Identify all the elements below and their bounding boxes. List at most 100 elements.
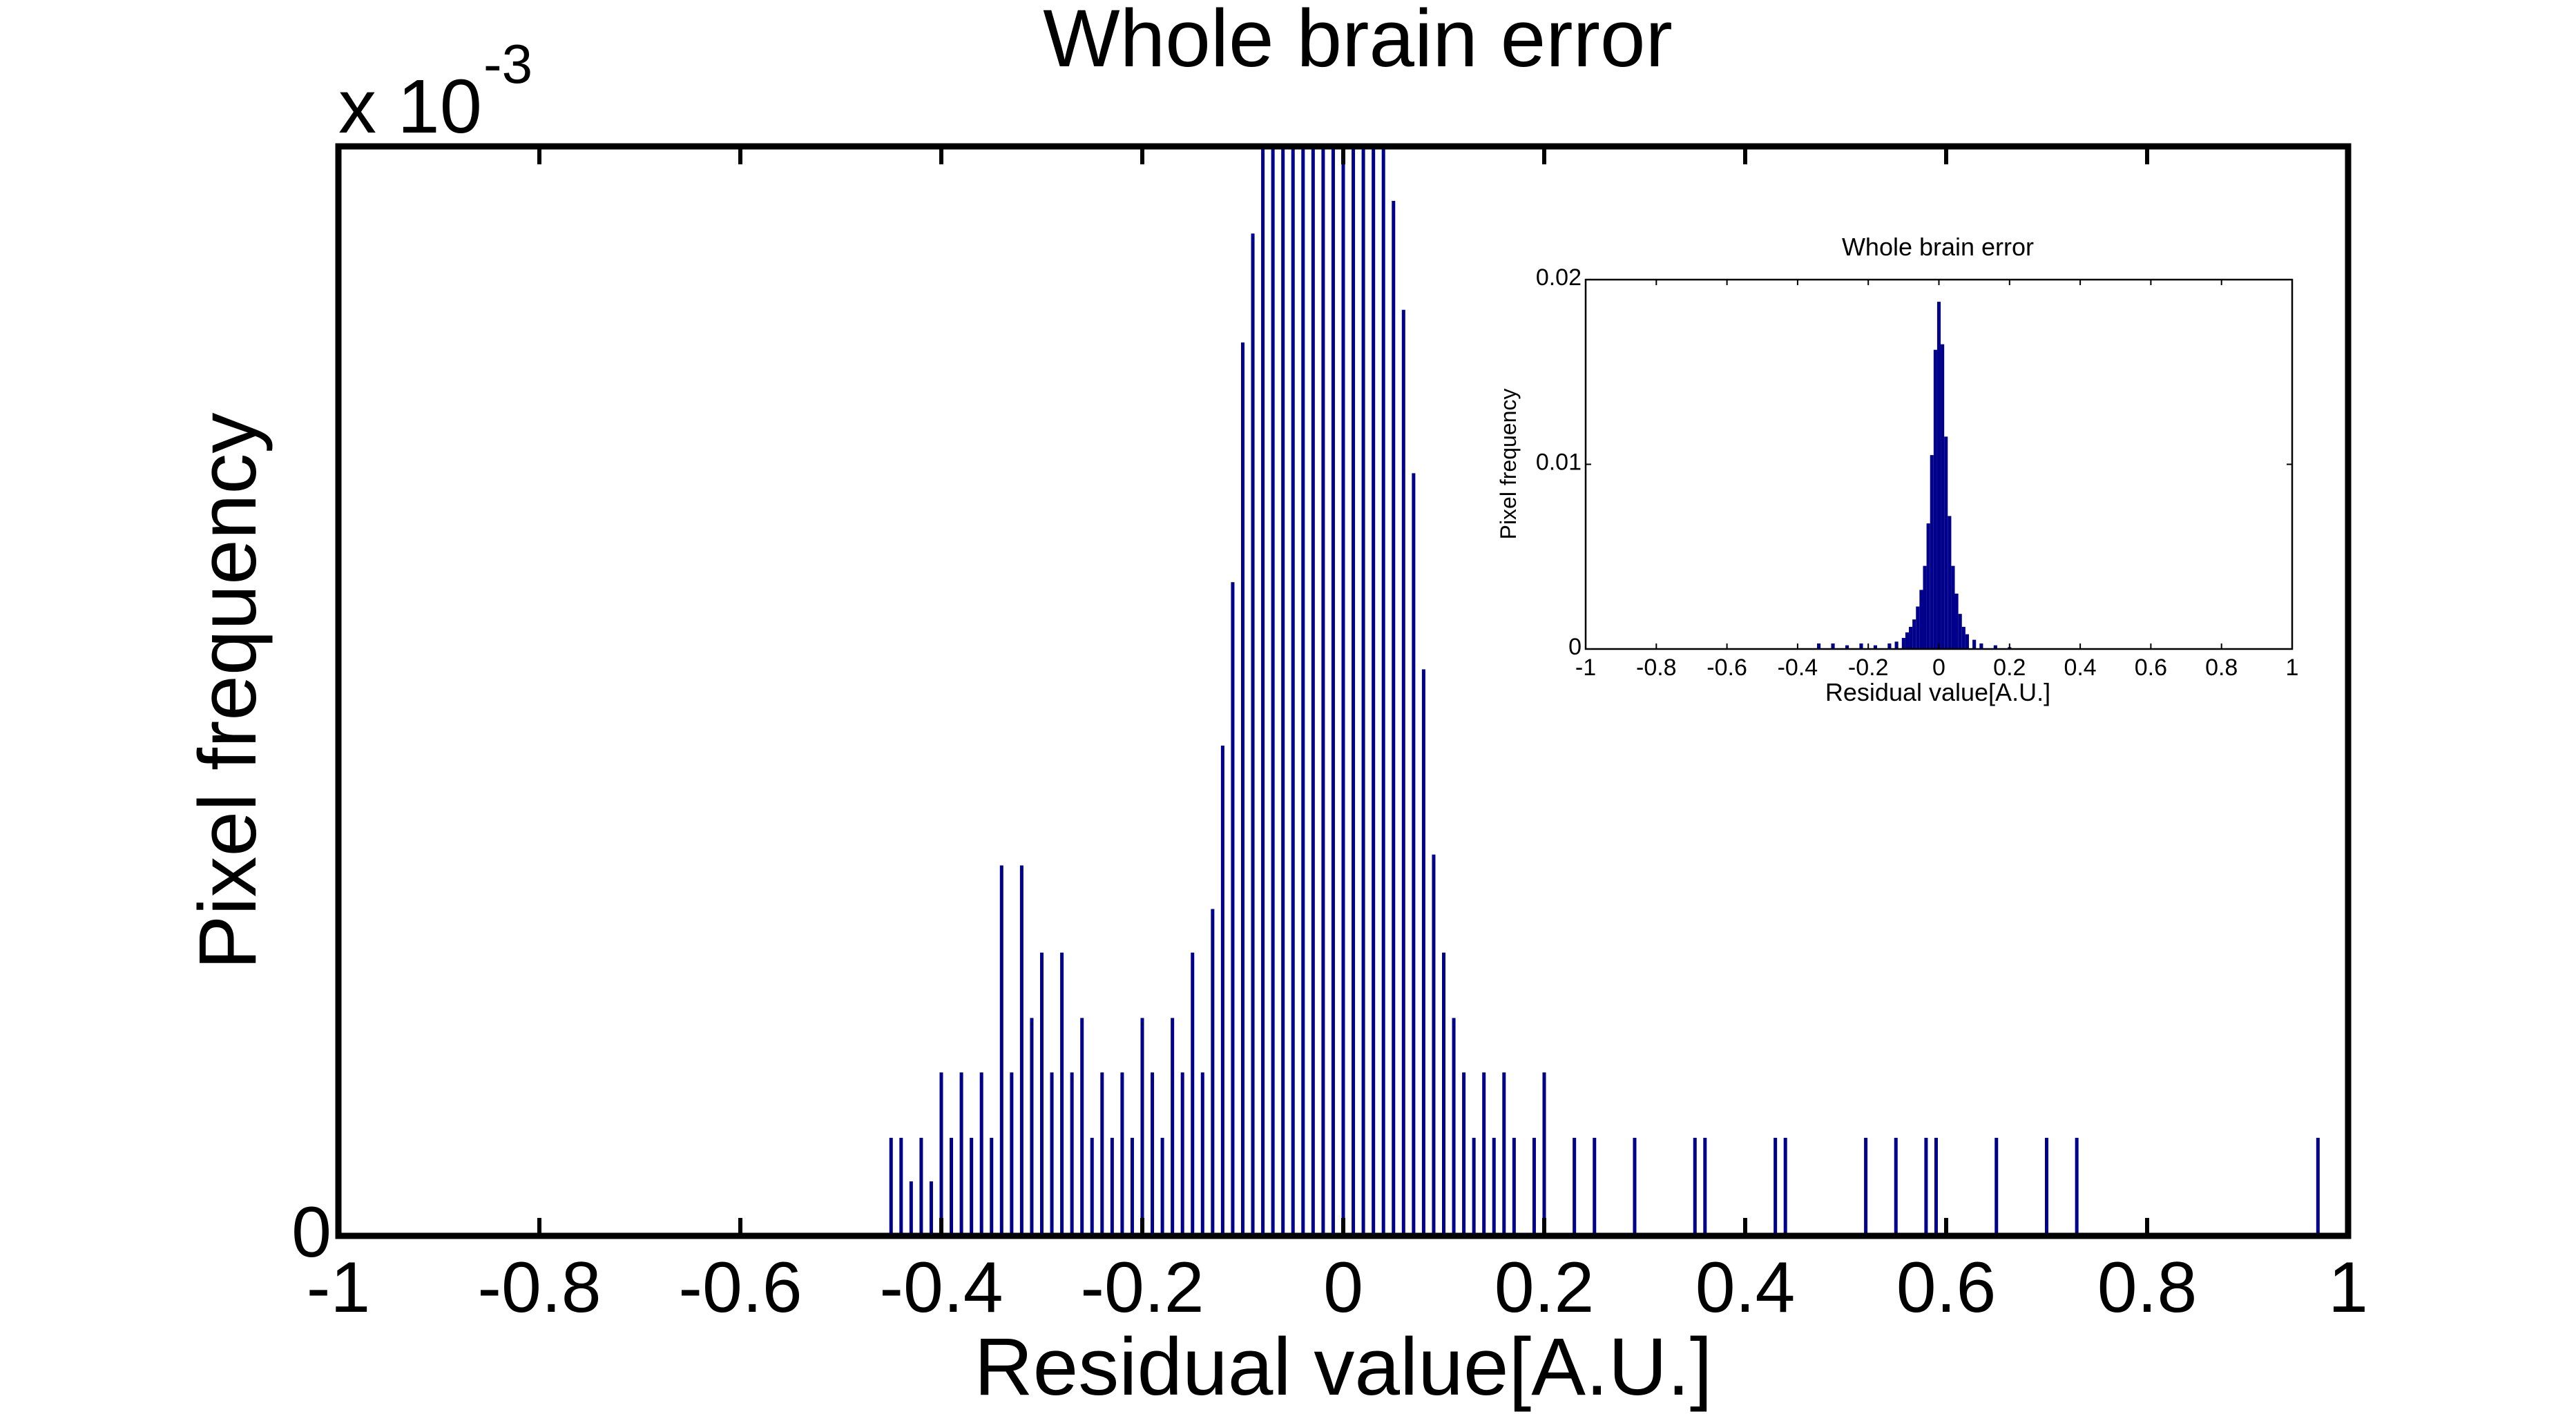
inset-histogram-bar (1993, 645, 1997, 649)
inset-histogram-bar (1923, 565, 1927, 649)
main-x-tick-label: 0.4 (1695, 1248, 1796, 1328)
main-histogram-bar (1693, 1137, 1697, 1236)
inset-histogram-bar (1954, 593, 1959, 649)
main-histogram-bar (1070, 1072, 1074, 1236)
main-histogram-bar (1010, 1072, 1014, 1236)
inset-histogram-bar (1972, 639, 1977, 649)
inset-y-tick-marks (1586, 279, 2292, 650)
main-histogram-bar (1110, 1137, 1114, 1236)
inset-y-tick-label: 0 (1568, 634, 1582, 660)
main-histogram-bar (1120, 1072, 1124, 1236)
main-histogram-bar (1231, 582, 1235, 1236)
inset-histogram-bar (1936, 302, 1941, 649)
main-histogram-bar (1381, 146, 1385, 1236)
main-histogram-bar (2045, 1137, 2048, 1236)
inset-x-tick-label: -0.4 (1778, 655, 1818, 681)
main-histogram-bar (1220, 745, 1224, 1236)
main-x-tick-label: 0.8 (2097, 1248, 2198, 1328)
main-histogram-bar (1019, 865, 1023, 1236)
inset-histogram-bar (1926, 523, 1930, 649)
main-histogram-bar (1171, 1018, 1175, 1236)
main-x-tick-label: 0.6 (1896, 1248, 1997, 1328)
main-histogram-bar (1392, 200, 1396, 1236)
inset-histogram-bar (1948, 516, 1952, 649)
main-histogram-bar (1502, 1072, 1506, 1236)
main-x-tick-label: 0 (1323, 1248, 1363, 1328)
main-histogram-bar (1442, 952, 1445, 1236)
main-histogram-bars (889, 146, 2320, 1237)
main-histogram-bar (1060, 952, 1064, 1236)
inset-x-tick-label: 0.2 (1993, 655, 2026, 681)
inset-histogram-bar (1916, 606, 1920, 649)
main-histogram-bar (1261, 146, 1265, 1236)
main-x-tick-label: -0.6 (678, 1248, 802, 1328)
inset-x-tick-label: -0.8 (1636, 655, 1677, 681)
main-histogram-bar (1864, 1137, 1868, 1236)
main-histogram-bar (1271, 146, 1275, 1236)
inset-x-tick-label: 0.4 (2064, 655, 2096, 681)
main-histogram-bar (1100, 1072, 1104, 1236)
inset-histogram-bar (1909, 626, 1913, 649)
main-y-exponent-base: x 10 (338, 64, 482, 149)
main-histogram-bar (1412, 473, 1416, 1236)
main-histogram-bar (1211, 909, 1215, 1236)
inset-histogram-bar (1894, 641, 1899, 649)
main-histogram-bar (1130, 1137, 1134, 1236)
inset-y-tick-label: 0.02 (1536, 264, 1582, 291)
main-y-tick-label: 0 (291, 1192, 331, 1272)
inset-histogram-bar (1951, 565, 1955, 649)
main-histogram-bar (1783, 1137, 1787, 1236)
main-histogram-bar (1291, 146, 1295, 1236)
main-histogram-bar (1633, 1137, 1637, 1236)
inset-histogram-bar (1873, 645, 1877, 649)
inset-y-axis-label: Pixel frequency (1496, 389, 1521, 540)
main-histogram-bar (1241, 342, 1244, 1236)
main-histogram-bar (1995, 1137, 1999, 1236)
inset-histogram-bar (1912, 619, 1916, 649)
main-histogram-bar (1191, 952, 1195, 1236)
inset-histogram-bar (1930, 455, 1934, 649)
main-histogram-bar (1151, 1072, 1155, 1236)
inset-histogram-bar (1845, 645, 1849, 649)
main-histogram-bar (1512, 1137, 1516, 1236)
main-x-tick-labels: -1 -0.8 -0.6 -0.4 -0.2 0 0.2 0.4 0.6 0.8 1 (307, 1248, 2368, 1328)
main-histogram-bar (2316, 1137, 2320, 1236)
main-histogram-bar (1452, 1018, 1456, 1236)
main-histogram-bar (1361, 146, 1365, 1236)
main-histogram-bar (1050, 1072, 1054, 1236)
main-histogram-bar (919, 1137, 923, 1236)
main-histogram-bar (1301, 146, 1305, 1236)
main-histogram-bar (970, 1137, 974, 1236)
main-histogram-bar (1432, 854, 1436, 1236)
inset-histogram-bar (1817, 643, 1821, 649)
main-x-tick-label: -0.4 (879, 1248, 1003, 1328)
main-histogram-bar (1040, 952, 1044, 1236)
main-histogram-bar (1934, 1137, 1938, 1236)
inset-x-tick-label: -0.2 (1848, 655, 1889, 681)
main-y-exponent-power: -3 (483, 33, 532, 95)
main-histogram-bar (1532, 1137, 1536, 1236)
main-x-tick-label: -0.2 (1080, 1248, 1204, 1328)
inset-histogram-bar (1933, 349, 1937, 649)
main-histogram-bar (1462, 1072, 1466, 1236)
inset-histogram-bar (1859, 643, 1863, 649)
main-histogram-bar (1321, 146, 1325, 1236)
inset-chart: Whole brain error -1 -0.8 -0.6 -0.4 -0.2 0 0.2… (1496, 233, 2298, 706)
inset-histogram-bar (1958, 614, 1962, 649)
inset-histogram-bar (1965, 634, 1969, 649)
inset-x-tick-label: 0 (1932, 655, 1945, 681)
main-histogram-bar (1251, 233, 1255, 1236)
inset-x-tick-label: -0.6 (1707, 655, 1747, 681)
main-histogram-bar (950, 1137, 954, 1236)
main-histogram-bar (909, 1181, 913, 1236)
main-histogram-bar (1281, 146, 1285, 1236)
main-histogram-bar (1573, 1137, 1577, 1236)
main-histogram-bar (929, 1181, 933, 1236)
inset-x-axis-label: Residual value[A.U.] (1825, 678, 2050, 706)
inset-y-tick-labels: 0 0.01 0.02 (1536, 264, 1582, 660)
main-histogram-bar (1472, 1137, 1476, 1236)
main-histogram-bar (1924, 1137, 1928, 1236)
main-histogram-bar (979, 1072, 983, 1236)
inset-histogram-bar (1961, 626, 1965, 649)
